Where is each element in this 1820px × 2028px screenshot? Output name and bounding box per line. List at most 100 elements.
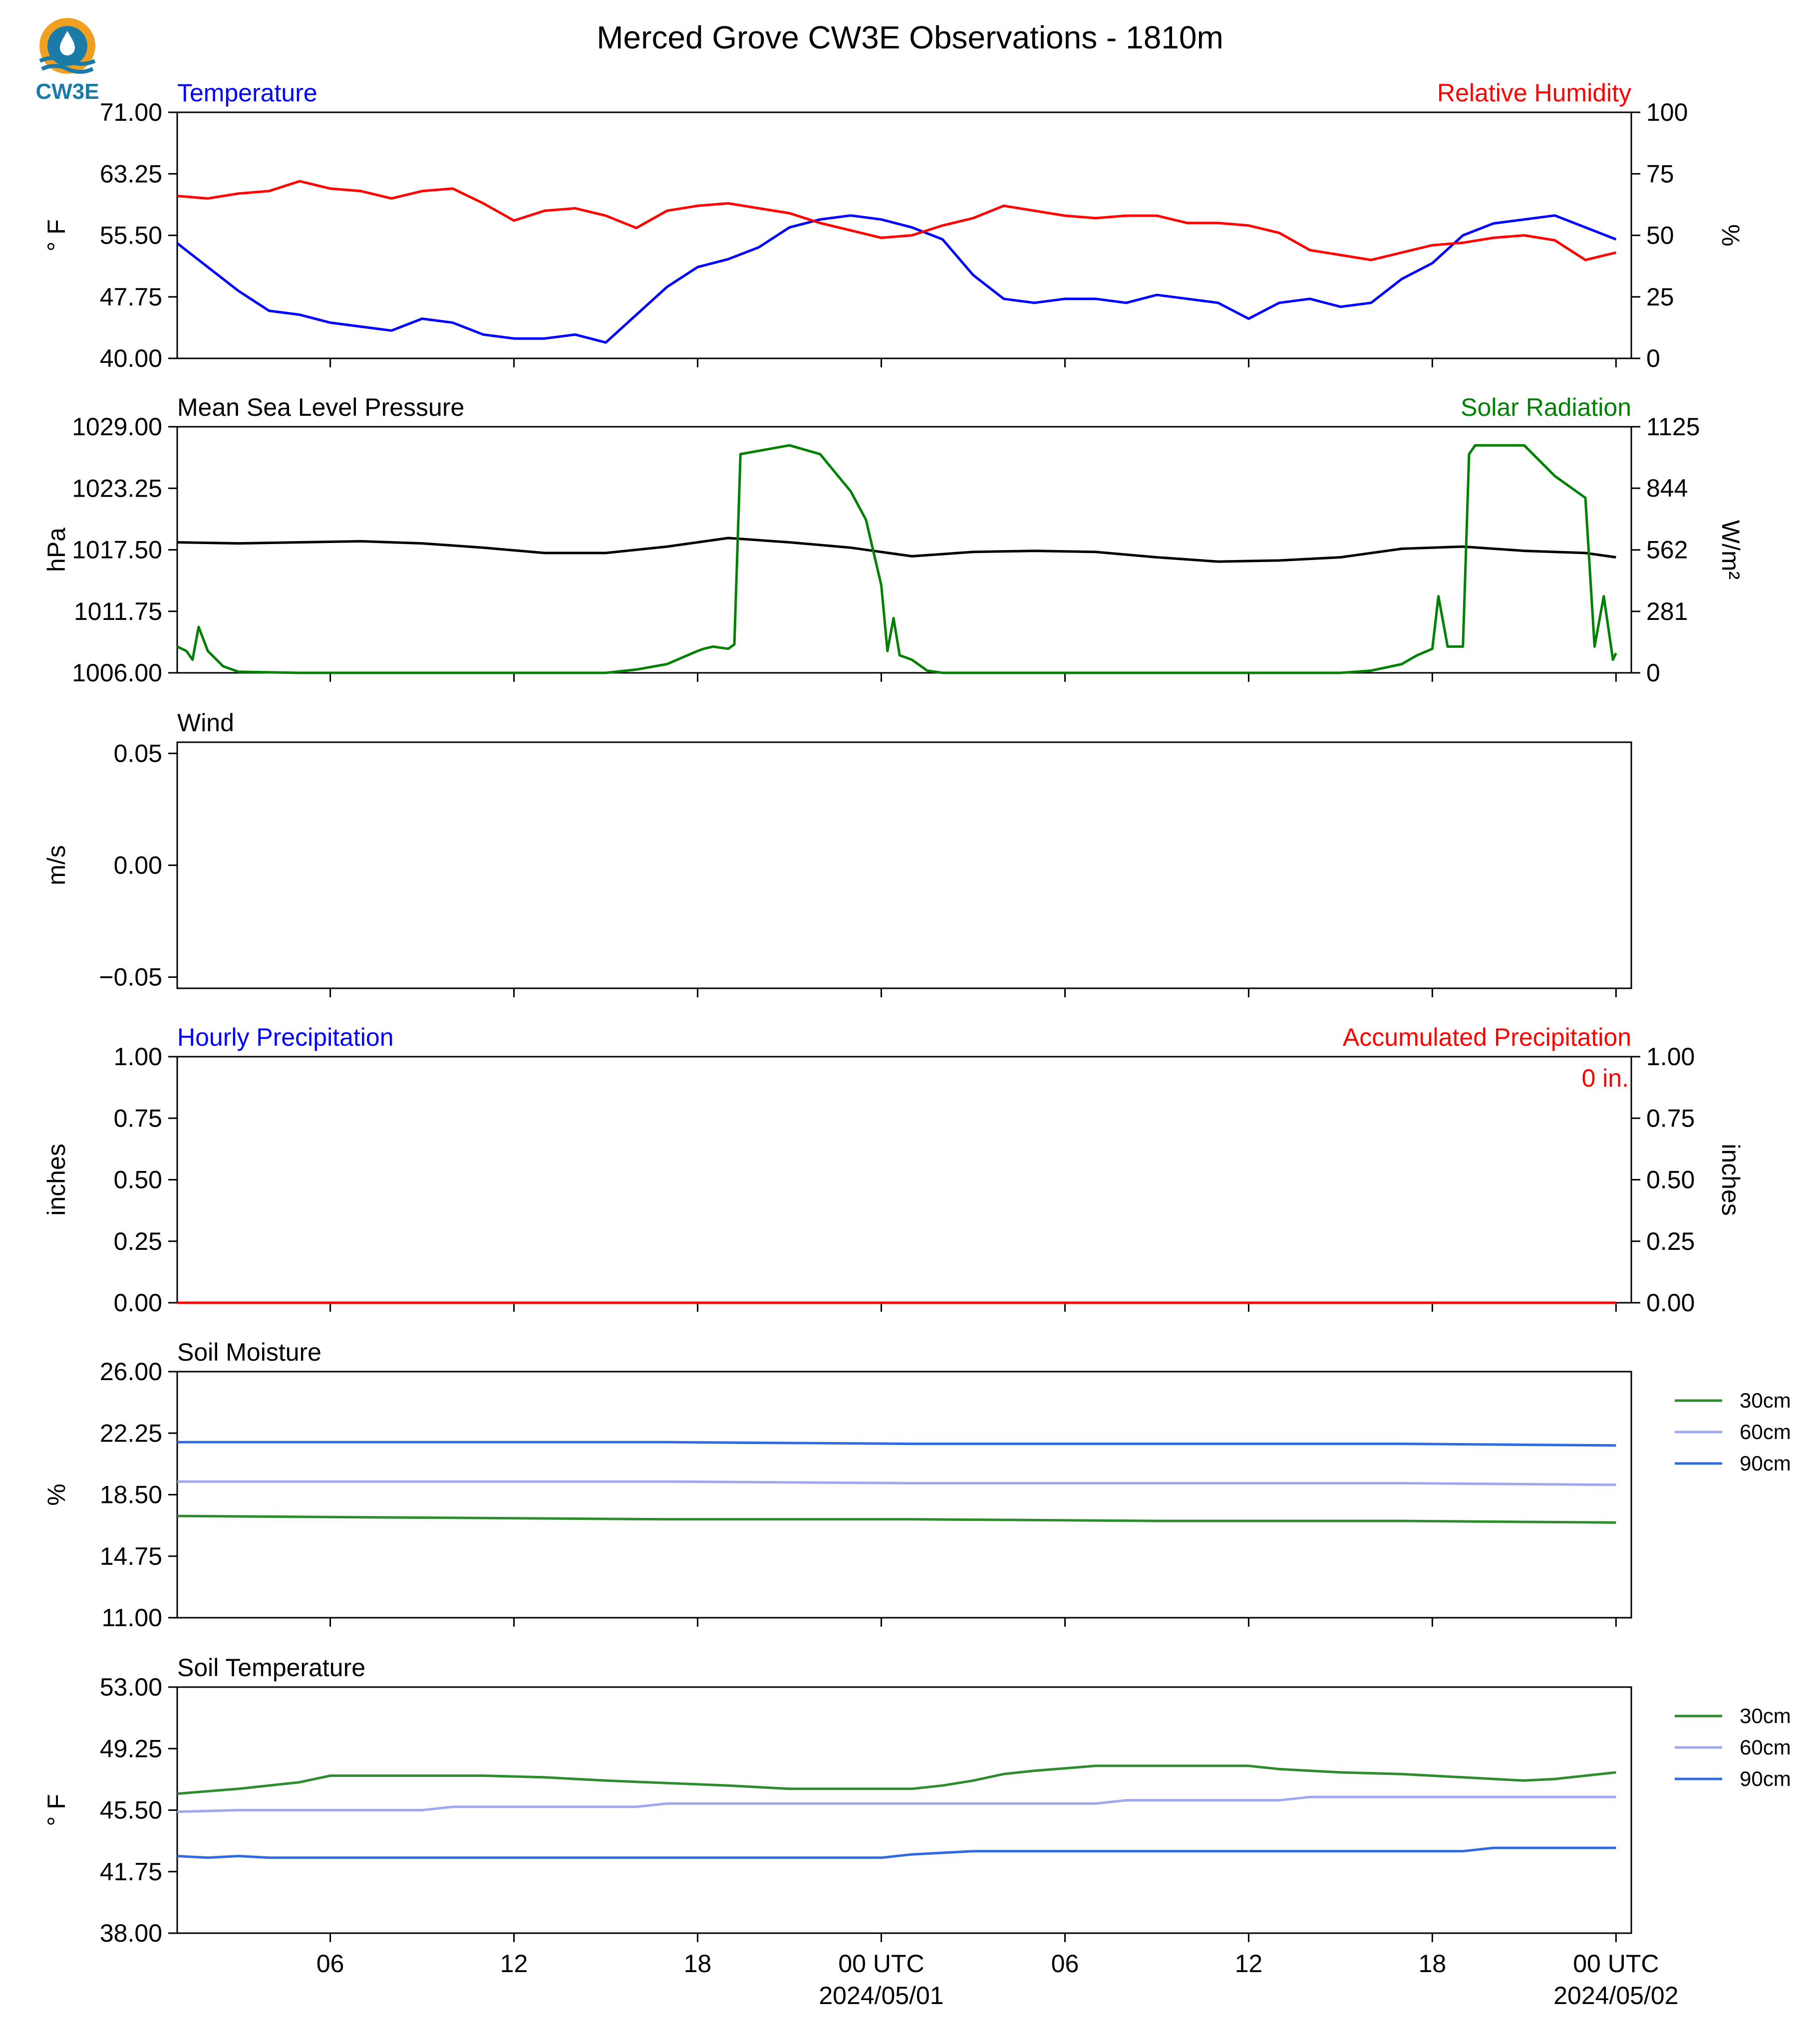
legend-label: 60cm: [1740, 1736, 1791, 1759]
annotation-label: 0 in.: [1581, 1064, 1629, 1092]
panel-title-right: Relative Humidity: [1437, 79, 1631, 107]
y-axis-label: m/s: [42, 845, 70, 885]
plot-frame: [176, 1371, 1632, 1619]
y-tick-label-right: 0: [1646, 344, 1660, 372]
series-line-solar-radiation: [176, 444, 1617, 674]
x-tick-label: 06: [1051, 1950, 1079, 1978]
cw3e-logo: CW3E: [30, 15, 105, 105]
series-line-90cm: [177, 1441, 1616, 1447]
legend-label: 30cm: [1740, 1704, 1791, 1728]
y-tick-label: 1.00: [114, 1043, 162, 1071]
legend-label: 90cm: [1740, 1451, 1791, 1475]
panel-title-left: Hourly Precipitation: [177, 1023, 394, 1051]
panel-wind: [168, 741, 1632, 997]
series-line-60cm: [177, 1480, 1616, 1486]
logo-text: CW3E: [35, 79, 99, 104]
y-tick-label-right: 844: [1646, 474, 1688, 502]
y-axis-label-right: W/m²: [1717, 520, 1745, 579]
y-axis-label-right: %: [1717, 224, 1745, 246]
plot-frame: [176, 426, 1632, 674]
y-tick-label: 45.50: [100, 1796, 162, 1824]
y-tick-label-right: 75: [1646, 160, 1674, 188]
y-axis-label: hPa: [42, 528, 70, 572]
panel-title-left: Mean Sea Level Pressure: [177, 393, 464, 421]
plot-frame: [176, 741, 1632, 989]
panel-precip: [168, 1056, 1640, 1312]
panel-title-left: Soil Moisture: [177, 1338, 321, 1366]
x-tick-label: 00 UTC: [838, 1950, 924, 1978]
panel-title-right: Solar Radiation: [1461, 393, 1631, 421]
y-tick-label: 0.00: [114, 1289, 162, 1317]
y-tick-label-right: 1.00: [1646, 1043, 1695, 1071]
y-axis-label: ° F: [42, 1794, 70, 1826]
y-tick-label: 1023.25: [72, 474, 162, 502]
y-tick-label: 41.75: [100, 1858, 162, 1886]
legend-label: 60cm: [1740, 1420, 1791, 1444]
y-tick-label: 47.75: [100, 283, 162, 311]
legend-label: 30cm: [1740, 1389, 1791, 1412]
y-tick-label: 22.25: [100, 1419, 162, 1447]
series-line-30cm: [177, 1764, 1616, 1795]
logo-wave-2: [41, 64, 94, 74]
y-axis-label: %: [42, 1483, 70, 1505]
figure-title: Merced Grove CW3E Observations - 1810m: [597, 19, 1223, 55]
series-line-30cm: [177, 1514, 1616, 1524]
y-tick-label-right: 25: [1646, 283, 1674, 311]
panel-title-left: Temperature: [177, 79, 317, 107]
series-line-mean-sea-level-pressure: [177, 537, 1616, 563]
y-tick-label: 26.00: [100, 1358, 162, 1386]
series-line-60cm: [177, 1795, 1616, 1813]
x-tick-label: 00 UTC: [1573, 1950, 1659, 1978]
panel-title-left: Soil Temperature: [177, 1654, 365, 1682]
series-line-temperature: [176, 214, 1617, 344]
x-tick-sublabel: 2024/05/01: [819, 1982, 943, 2010]
y-tick-label: 71.00: [100, 98, 162, 126]
y-axis-label-right: inches: [1717, 1144, 1745, 1216]
y-tick-label: 0.75: [114, 1104, 162, 1132]
y-tick-label: 1017.50: [72, 536, 162, 564]
y-tick-label: 14.75: [100, 1542, 162, 1570]
y-tick-label-right: 0.50: [1646, 1166, 1695, 1194]
y-tick-label: 53.00: [100, 1673, 162, 1701]
y-tick-label: 40.00: [100, 344, 162, 372]
y-tick-label: 1029.00: [72, 413, 162, 441]
cw3e-logo-graphic: CW3E: [35, 18, 99, 104]
y-tick-label-right: 0: [1646, 659, 1660, 687]
x-tick-label: 12: [1235, 1950, 1263, 1978]
y-tick-label: 0.25: [114, 1227, 162, 1255]
x-tick-sublabel: 2024/05/02: [1553, 1982, 1678, 2010]
x-tick-label: 06: [316, 1950, 344, 1978]
y-tick-label: 1006.00: [72, 659, 162, 687]
y-tick-label-right: 0.75: [1646, 1104, 1695, 1132]
y-tick-label-right: 0.25: [1646, 1227, 1695, 1255]
x-tick-label: 18: [1419, 1950, 1447, 1978]
y-tick-label-right: 1125: [1646, 413, 1700, 441]
panel-pressure_solar: [168, 426, 1640, 682]
y-tick-label: 0.00: [114, 852, 162, 879]
y-tick-label-right: 100: [1646, 98, 1688, 126]
panel-title-right: Accumulated Precipitation: [1343, 1023, 1631, 1051]
panel-temp_rh: [168, 111, 1640, 367]
y-tick-label: 63.25: [100, 160, 162, 188]
logo-drop: [60, 31, 75, 55]
legend-label: 90cm: [1740, 1767, 1791, 1790]
y-tick-label: 38.00: [100, 1919, 162, 1947]
y-tick-label: 0.50: [114, 1166, 162, 1194]
y-tick-label: 11.00: [102, 1604, 162, 1632]
series-line-90cm: [177, 1846, 1616, 1859]
series-line-relative-humidity: [177, 180, 1616, 262]
y-tick-label: 1011.75: [74, 597, 162, 625]
y-tick-label: 55.50: [100, 222, 162, 250]
x-tick-label: 18: [684, 1950, 712, 1978]
y-axis-label: inches: [42, 1144, 70, 1216]
panel-title-left: Wind: [177, 709, 234, 737]
y-tick-label: −0.05: [99, 963, 162, 991]
y-tick-label-right: 50: [1646, 222, 1674, 250]
y-tick-label-right: 562: [1646, 536, 1688, 564]
y-tick-label: 18.50: [100, 1481, 162, 1509]
logo-wave: [39, 56, 96, 66]
y-tick-label-right: 0.00: [1646, 1289, 1695, 1317]
y-tick-label-right: 281: [1646, 597, 1688, 625]
panel-soil_temp: [168, 1686, 1722, 1942]
